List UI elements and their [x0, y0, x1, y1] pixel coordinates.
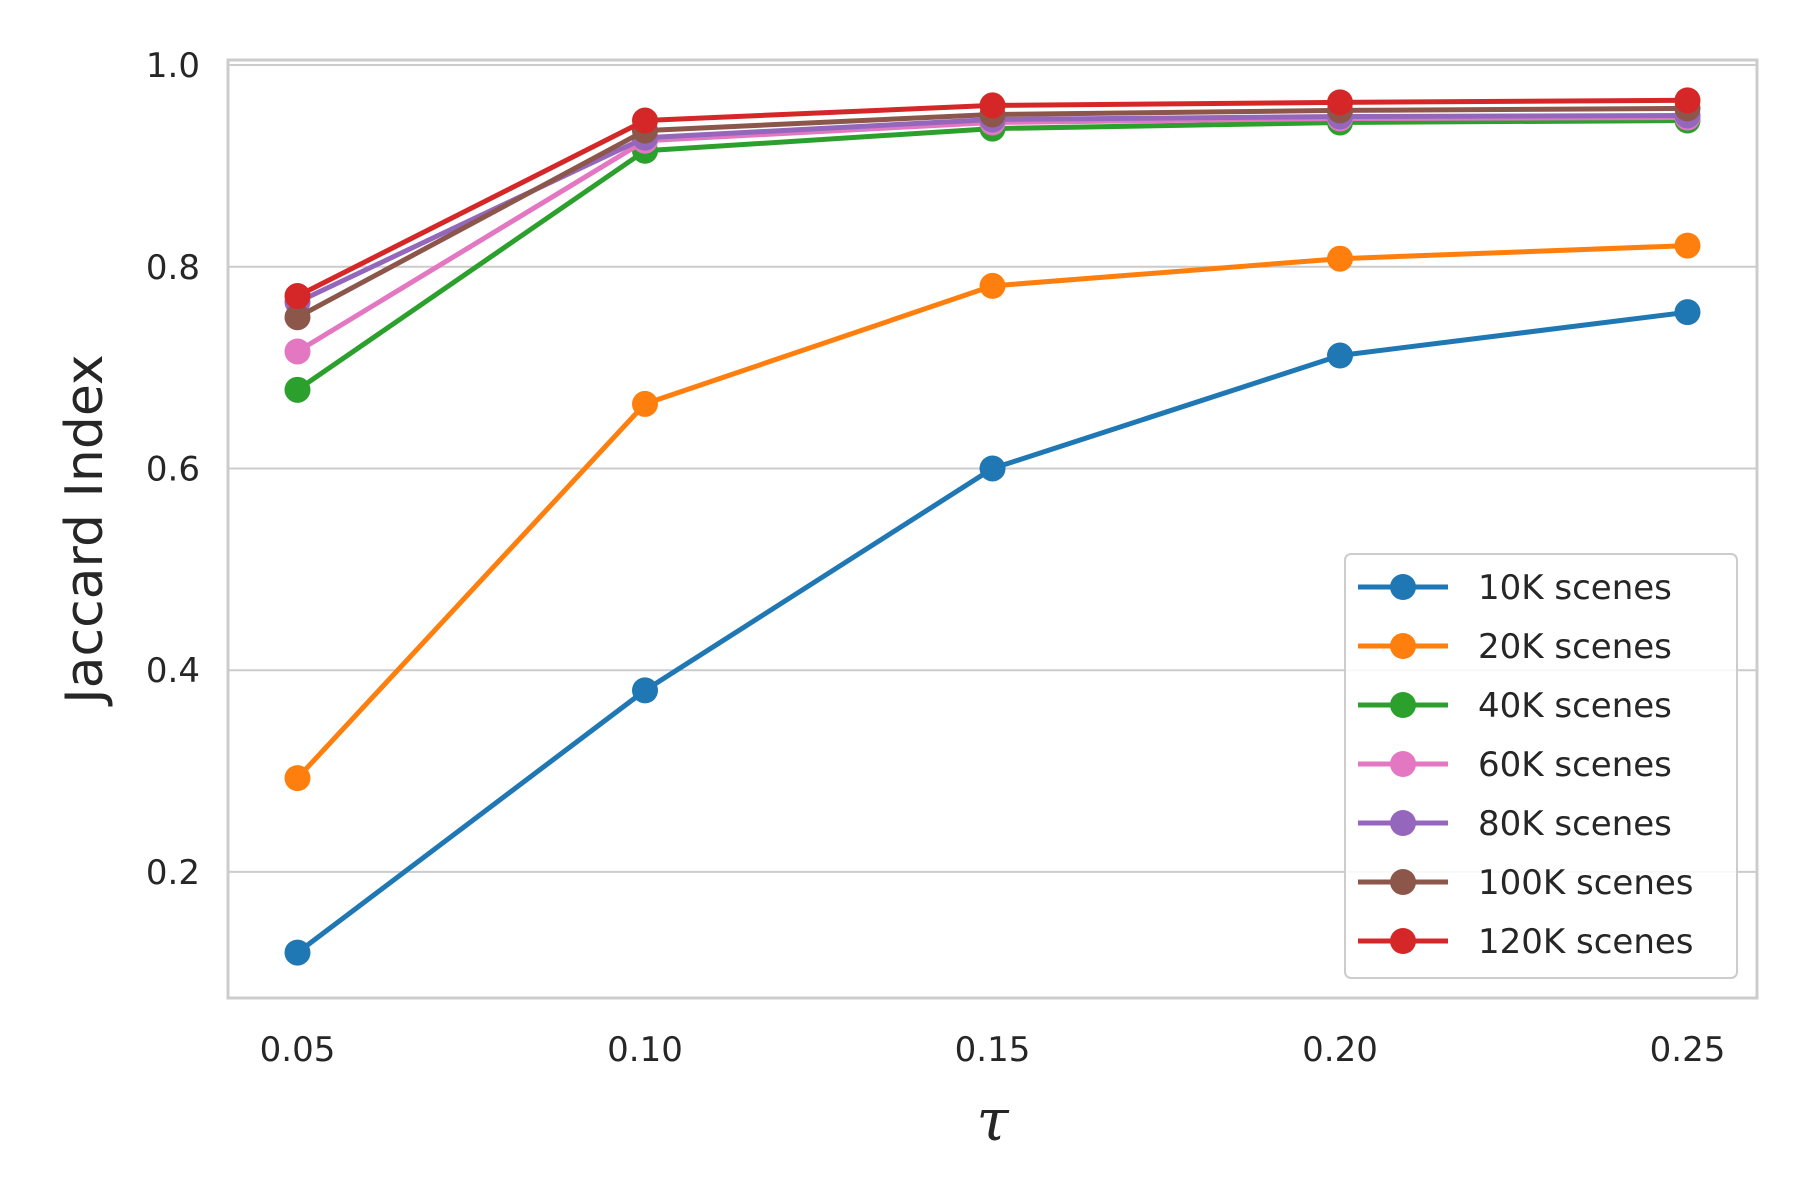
data-point	[979, 272, 1006, 299]
data-point	[979, 455, 1006, 482]
legend-label: 10K scenes	[1478, 568, 1672, 608]
series-line	[296, 115, 1688, 354]
legend-label: 80K scenes	[1478, 804, 1672, 844]
y-tick-label: 0.4	[146, 651, 200, 691]
x-tick-label: 0.05	[260, 1030, 336, 1070]
x-axis-label: τ	[976, 1086, 1009, 1154]
y-tick-label: 1.0	[146, 46, 200, 86]
legend-marker	[1390, 928, 1416, 954]
legend-entry: 10K scenes	[1358, 568, 1672, 608]
legend-box	[1344, 553, 1738, 979]
legend-entry: 60K scenes	[1358, 745, 1672, 785]
legend: 10K scenes 20K scenes 40K scenes 60K scenes…	[1344, 553, 1738, 979]
data-point	[1674, 232, 1701, 259]
x-tick-label: 0.15	[955, 1030, 1031, 1070]
data-point	[1327, 245, 1353, 272]
legend-marker	[1390, 810, 1416, 836]
data-point	[284, 939, 311, 966]
legend-marker	[1390, 869, 1416, 895]
data-point	[284, 304, 311, 331]
legend-label: 60K scenes	[1478, 745, 1672, 785]
data-point	[979, 92, 1006, 119]
y-axis-label: Jaccard Index	[55, 354, 115, 706]
y-tick-label: 0.2	[146, 853, 200, 893]
series-layer	[284, 87, 1701, 966]
x-axis-ticks: 0.05 0.10 0.15 0.20 0.25	[260, 1030, 1726, 1070]
series-0	[284, 299, 1701, 966]
data-point	[284, 765, 311, 792]
data-point	[284, 376, 311, 403]
legend-label: 40K scenes	[1478, 686, 1672, 726]
x-tick-label: 0.25	[1650, 1030, 1726, 1070]
legend-marker	[1390, 692, 1416, 718]
y-tick-label: 0.6	[146, 449, 200, 489]
series-6	[284, 87, 1701, 310]
legend-entry: 100K scenes	[1358, 863, 1694, 903]
data-point	[284, 338, 311, 365]
legend-label: 20K scenes	[1478, 627, 1672, 667]
x-tick-label: 0.20	[1302, 1030, 1378, 1070]
series-1	[284, 232, 1701, 792]
x-tick-label: 0.10	[607, 1030, 683, 1070]
legend-entry: 40K scenes	[1358, 686, 1672, 726]
data-point	[1327, 89, 1353, 116]
y-axis-ticks: 0.2 0.4 0.6 0.8 1.0	[146, 46, 200, 893]
legend-marker	[1390, 574, 1416, 600]
data-point	[1674, 87, 1701, 114]
data-point	[632, 677, 658, 704]
y-tick-label: 0.8	[146, 248, 200, 288]
legend-label: 120K scenes	[1478, 922, 1694, 962]
data-point	[1327, 342, 1353, 369]
legend-entry: 20K scenes	[1358, 627, 1672, 667]
legend-entry: 80K scenes	[1358, 804, 1672, 844]
plot-area-frame	[226, 58, 1759, 1000]
data-point	[284, 283, 311, 310]
legend-entry: 120K scenes	[1358, 922, 1694, 962]
data-point	[632, 390, 658, 417]
legend-label: 100K scenes	[1478, 863, 1694, 903]
series-3	[284, 104, 1701, 365]
data-point	[1674, 299, 1701, 326]
legend-marker	[1390, 633, 1416, 659]
legend-marker	[1390, 751, 1416, 777]
data-point	[632, 107, 658, 134]
